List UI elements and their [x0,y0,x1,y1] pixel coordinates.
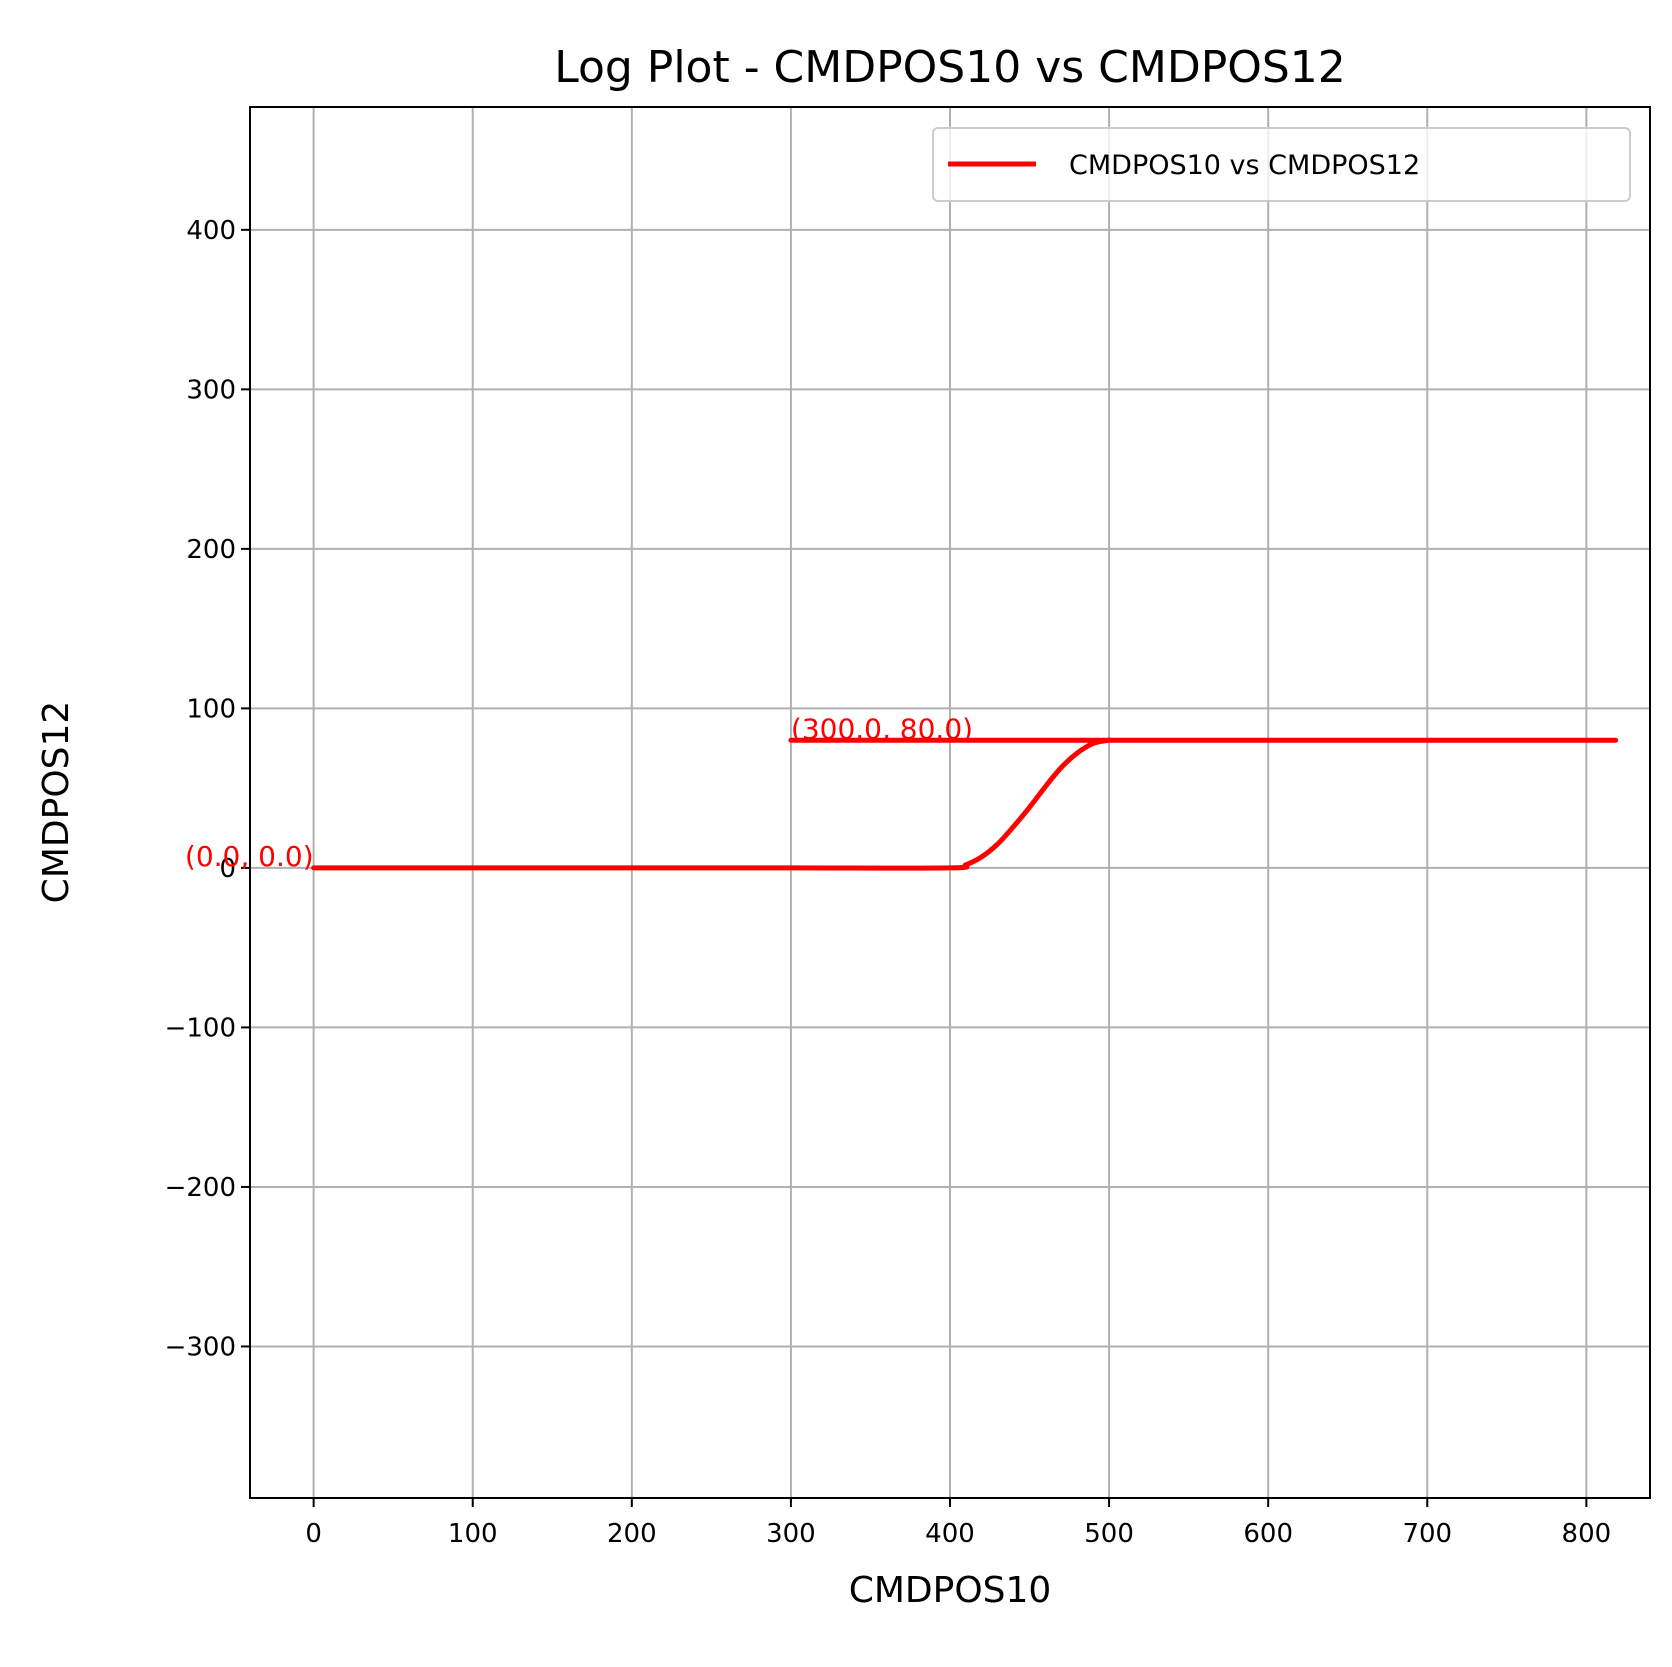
legend: CMDPOS10 vs CMDPOS12 [932,127,1631,202]
y-tick-label: 200 [186,535,236,565]
x-axis-label: CMDPOS10 [849,1570,1052,1611]
y-tick-label: 0 [219,854,236,884]
x-tick-label: 500 [1084,1519,1134,1549]
y-tick-label: −300 [165,1332,236,1362]
x-tick-label: 800 [1562,1519,1612,1549]
x-tick-label: 400 [925,1519,975,1549]
x-tick-label: 100 [448,1519,498,1549]
chart-title: Log Plot - CMDPOS10 vs CMDPOS12 [554,42,1346,93]
x-tick-label: 300 [766,1519,816,1549]
y-tick-label: 100 [186,694,236,724]
point-annotation: (0.0, 0.0) [185,840,314,873]
x-tick-label: 600 [1243,1519,1293,1549]
x-tick-label: 200 [607,1519,657,1549]
series-layer [311,737,1619,871]
y-tick-label: −100 [165,1013,236,1043]
legend-label: CMDPOS10 vs CMDPOS12 [1069,150,1420,181]
point-annotation: (300.0, 80.0) [791,712,973,745]
x-tick-label: 0 [305,1519,322,1549]
annotations: (0.0, 0.0) (300.0, 80.0) [185,712,973,873]
grid [250,107,1650,1498]
legend-box [932,127,1631,202]
y-tick-label: 300 [186,375,236,405]
y-tick-label: 400 [186,216,236,246]
x-tick-label: 700 [1402,1519,1452,1549]
y-tick-label: −200 [165,1173,236,1203]
series-line [311,737,1619,871]
y-axis-label: CMDPOS12 [36,701,77,904]
ticks: 0 100 200 300 400 500 600 700 800 −300 −200 −100 0 10… [165,216,1612,1549]
